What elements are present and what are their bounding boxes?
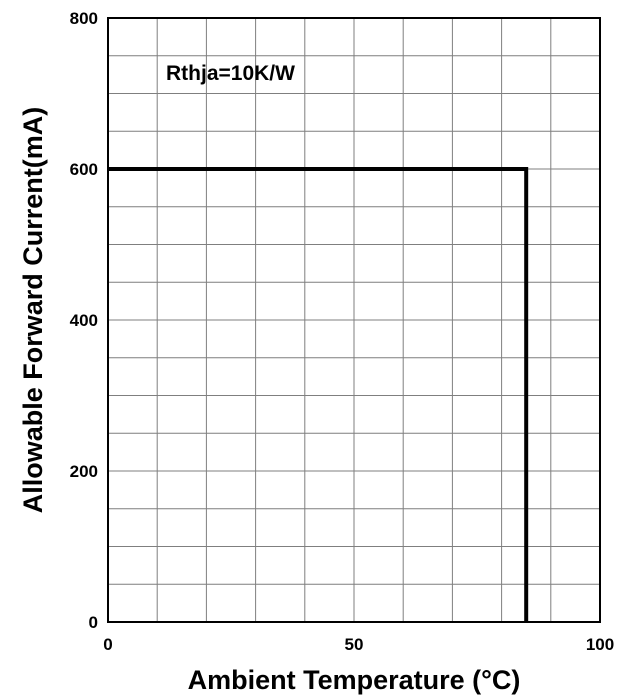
plot-frame (107, 17, 601, 623)
y-tick-labels: 0 200 400 600 800 (70, 9, 98, 632)
y-axis-title: Allowable Forward Current(mA) (18, 107, 48, 514)
x-tick-label: 100 (586, 635, 614, 654)
y-tick-label: 200 (70, 462, 98, 481)
series-line (108, 167, 529, 622)
x-tick-labels: 0 50 100 (103, 635, 614, 654)
y-tick-label: 800 (70, 9, 98, 28)
x-tick-label: 0 (103, 635, 112, 654)
x-tick-label: 50 (345, 635, 364, 654)
series-layer (108, 167, 529, 622)
y-tick-label: 400 (70, 311, 98, 330)
y-tick-label: 600 (70, 160, 98, 179)
y-tick-label: 0 (89, 613, 98, 632)
rthja-annotation: Rthja=10K/W (166, 62, 295, 85)
x-axis-title: Ambient Temperature (°C) (188, 665, 521, 695)
